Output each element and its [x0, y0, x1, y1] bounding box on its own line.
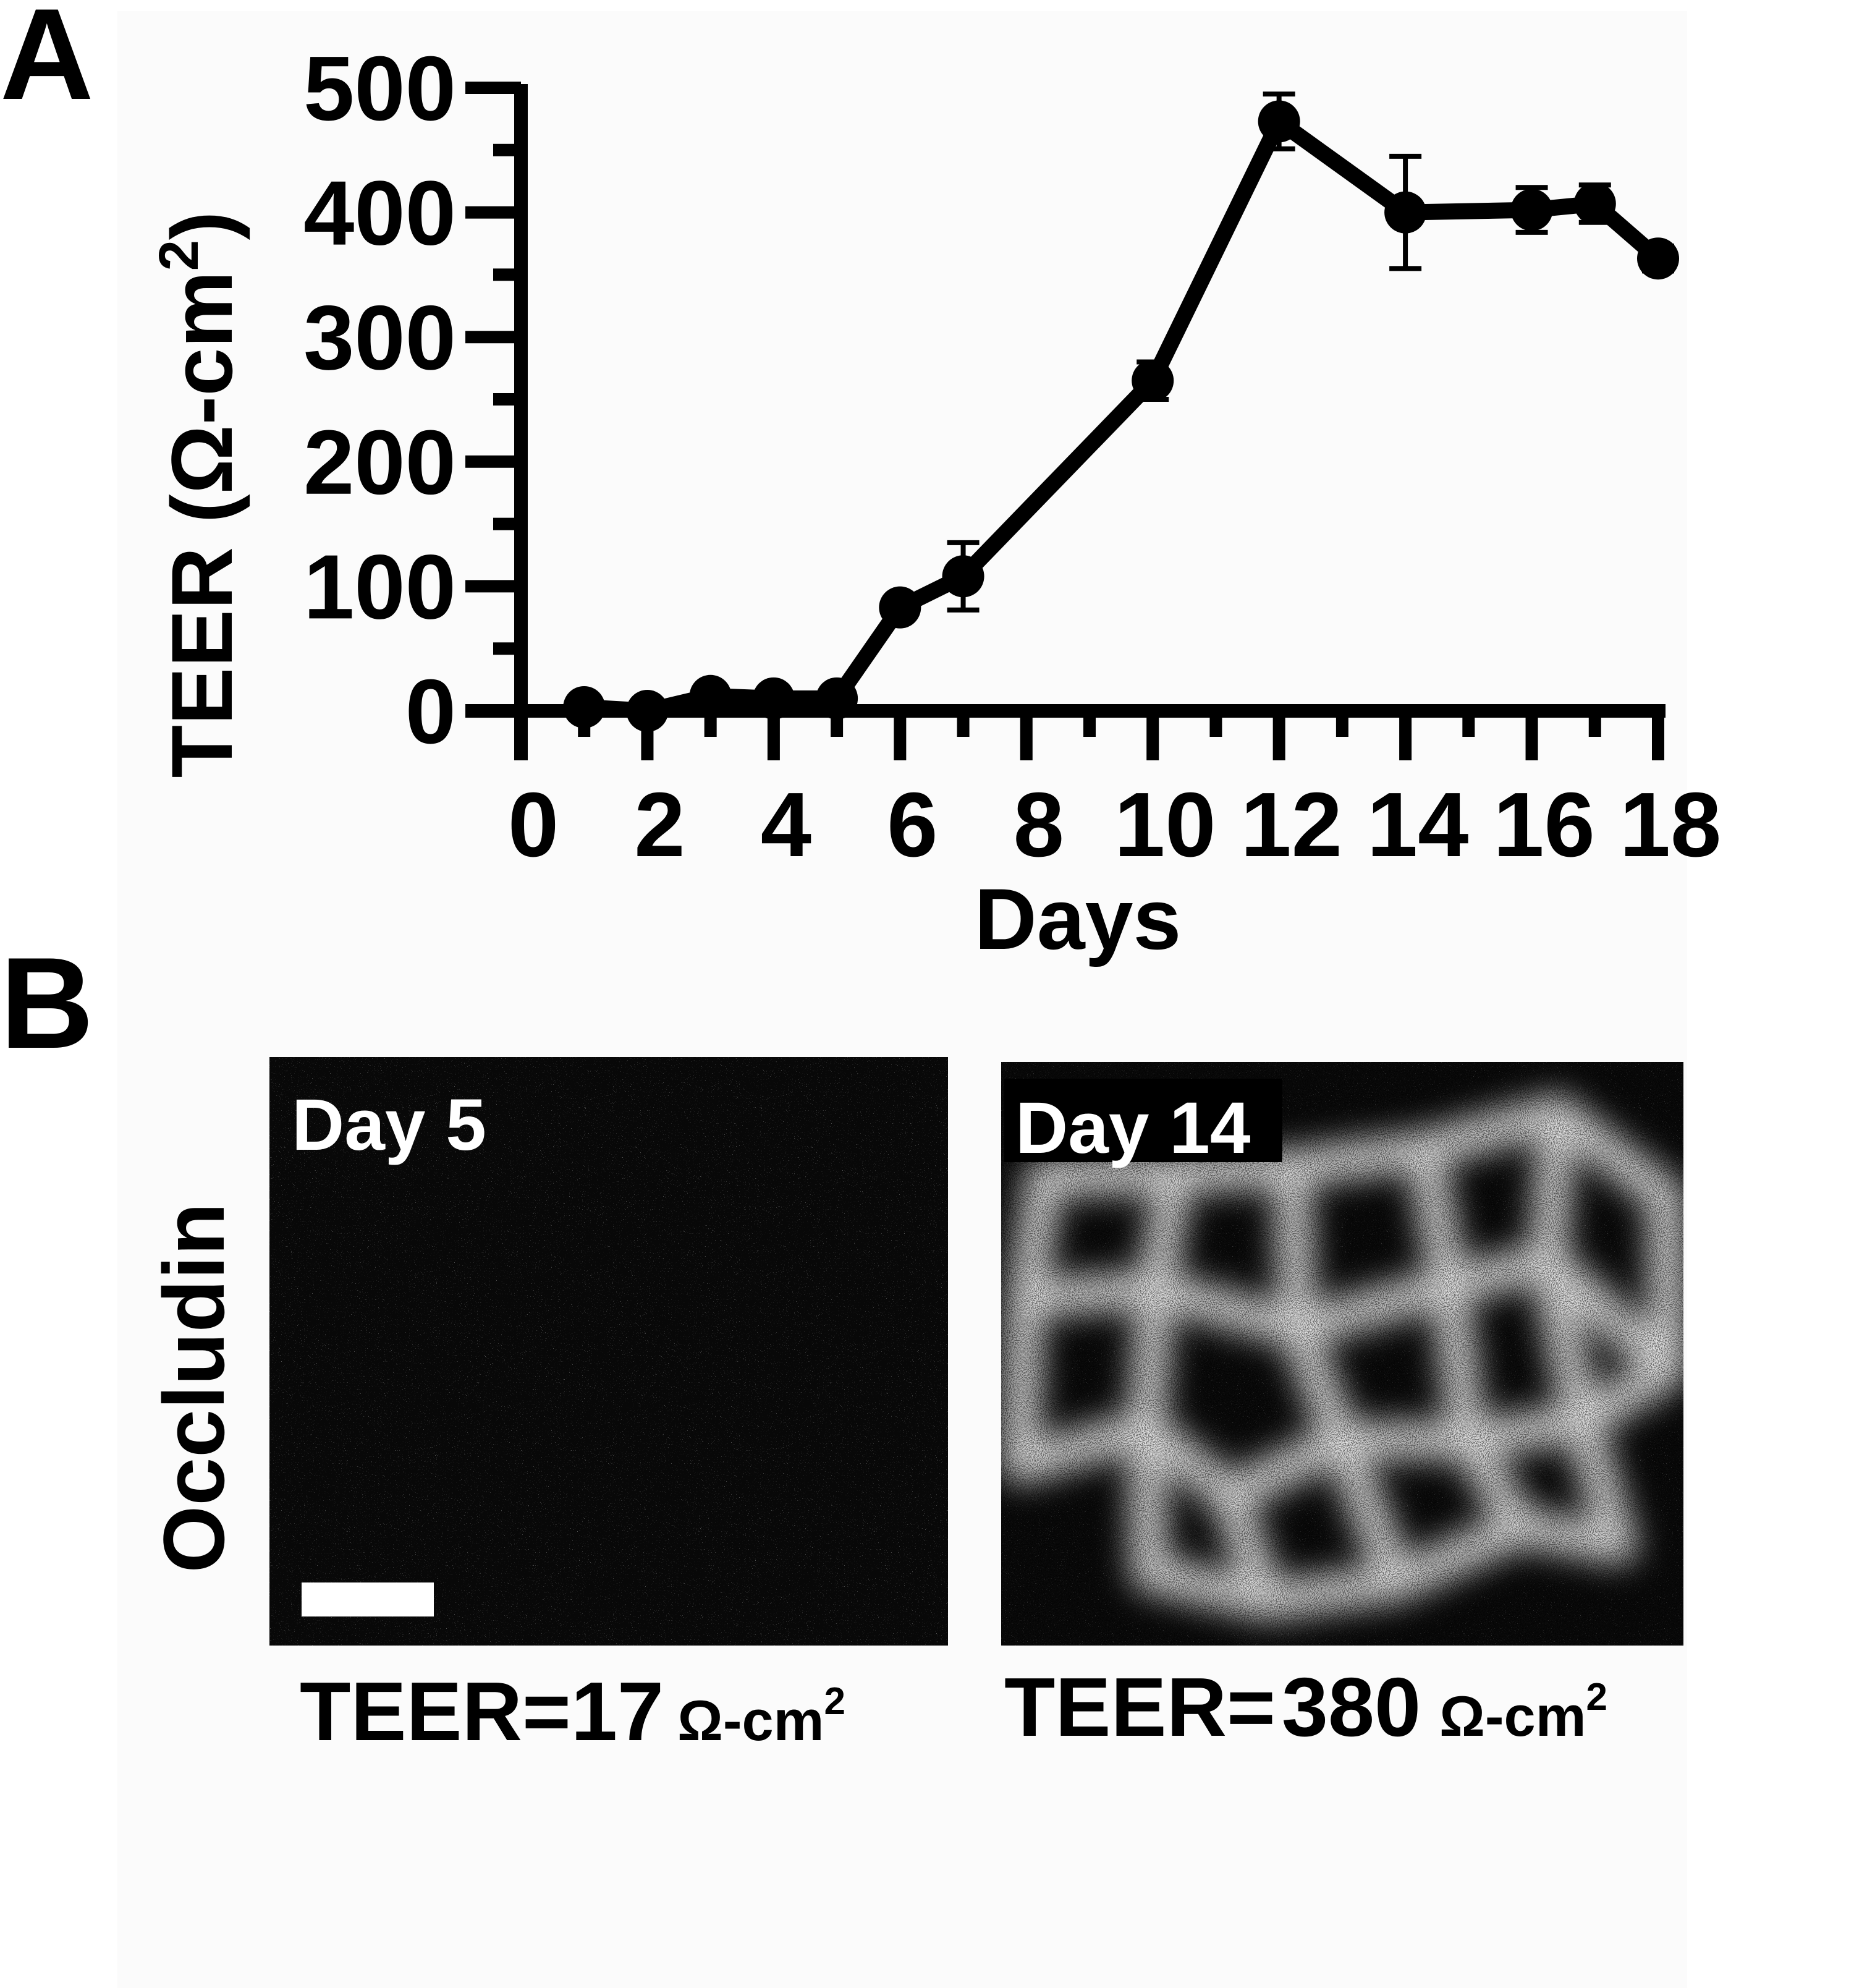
y-tick-label: 500 — [303, 38, 456, 140]
caption-day-5: TEER=17 Ω-cm2 — [300, 1665, 845, 1758]
data-point — [689, 674, 732, 717]
caption-day-14-prefix: TEER= — [1004, 1660, 1276, 1754]
data-point — [1573, 182, 1616, 225]
chart-series — [563, 91, 1679, 732]
data-point — [879, 586, 921, 629]
image-label-day-5: Day 5 — [292, 1084, 486, 1166]
caption-day-5-prefix: TEER= — [300, 1665, 571, 1758]
data-point — [1258, 100, 1300, 143]
y-tick-label: 0 — [405, 661, 456, 763]
caption-day-5-value: 17 — [571, 1665, 664, 1758]
y-axis-label-text: TEER (Ω-cm — [153, 271, 250, 778]
caption-day-14-unit: Ω-cm — [1439, 1685, 1586, 1748]
x-tick-label: 14 — [1367, 774, 1469, 876]
y-tick-label: 400 — [303, 163, 456, 265]
occludin-row-label: Occludin — [145, 1203, 242, 1573]
y-axis-label: TEER (Ω-cm2) — [148, 211, 250, 778]
caption-day-14-value: 380 — [1282, 1660, 1421, 1754]
svg-text:TEER (Ω-cm2): TEER (Ω-cm2) — [148, 211, 250, 778]
data-point — [752, 677, 795, 720]
data-point — [942, 555, 984, 598]
data-point — [563, 686, 606, 728]
y-tick-label: 200 — [303, 412, 456, 514]
panel-a-letter: A — [0, 0, 94, 127]
data-point — [1637, 237, 1679, 280]
micrograph-day-14: Day 14 — [1001, 1062, 1683, 1646]
x-tick-label: 12 — [1240, 774, 1342, 876]
y-tick-label: 300 — [303, 287, 456, 389]
micrograph-day-5: Day 5 — [269, 1057, 948, 1646]
x-tick-label: 6 — [887, 774, 938, 876]
caption-day-5-sup: 2 — [824, 1680, 845, 1723]
data-point — [626, 690, 669, 732]
caption-day-14-sup: 2 — [1586, 1676, 1607, 1718]
scale-bar — [302, 1582, 434, 1616]
y-axis-label-sup: 2 — [148, 240, 210, 271]
caption-day-14: TEER=380 Ω-cm2 — [1004, 1660, 1607, 1754]
label-backdrop — [1004, 1079, 1282, 1162]
x-tick-label: 2 — [634, 774, 685, 876]
x-tick-label: 4 — [761, 774, 811, 876]
data-point — [1510, 189, 1553, 231]
data-point — [816, 677, 858, 720]
caption-day-5-unit: Ω-cm — [677, 1689, 824, 1752]
x-tick-label: 0 — [508, 774, 559, 876]
x-tick-label: 8 — [1014, 774, 1064, 876]
x-tick-label: 16 — [1493, 774, 1595, 876]
data-point — [1132, 359, 1174, 402]
y-axis-label-close: ) — [153, 211, 250, 240]
x-tick-label: 18 — [1620, 774, 1722, 876]
data-point — [1384, 191, 1427, 234]
x-axis-label: Days — [975, 870, 1182, 967]
panel-b-letter: B — [0, 930, 94, 1076]
x-tick-label: 10 — [1114, 774, 1216, 876]
y-tick-label: 100 — [303, 536, 456, 638]
occludin-label: Occludin — [145, 1203, 242, 1573]
image-label-day-14: Day 14 — [1015, 1087, 1251, 1169]
